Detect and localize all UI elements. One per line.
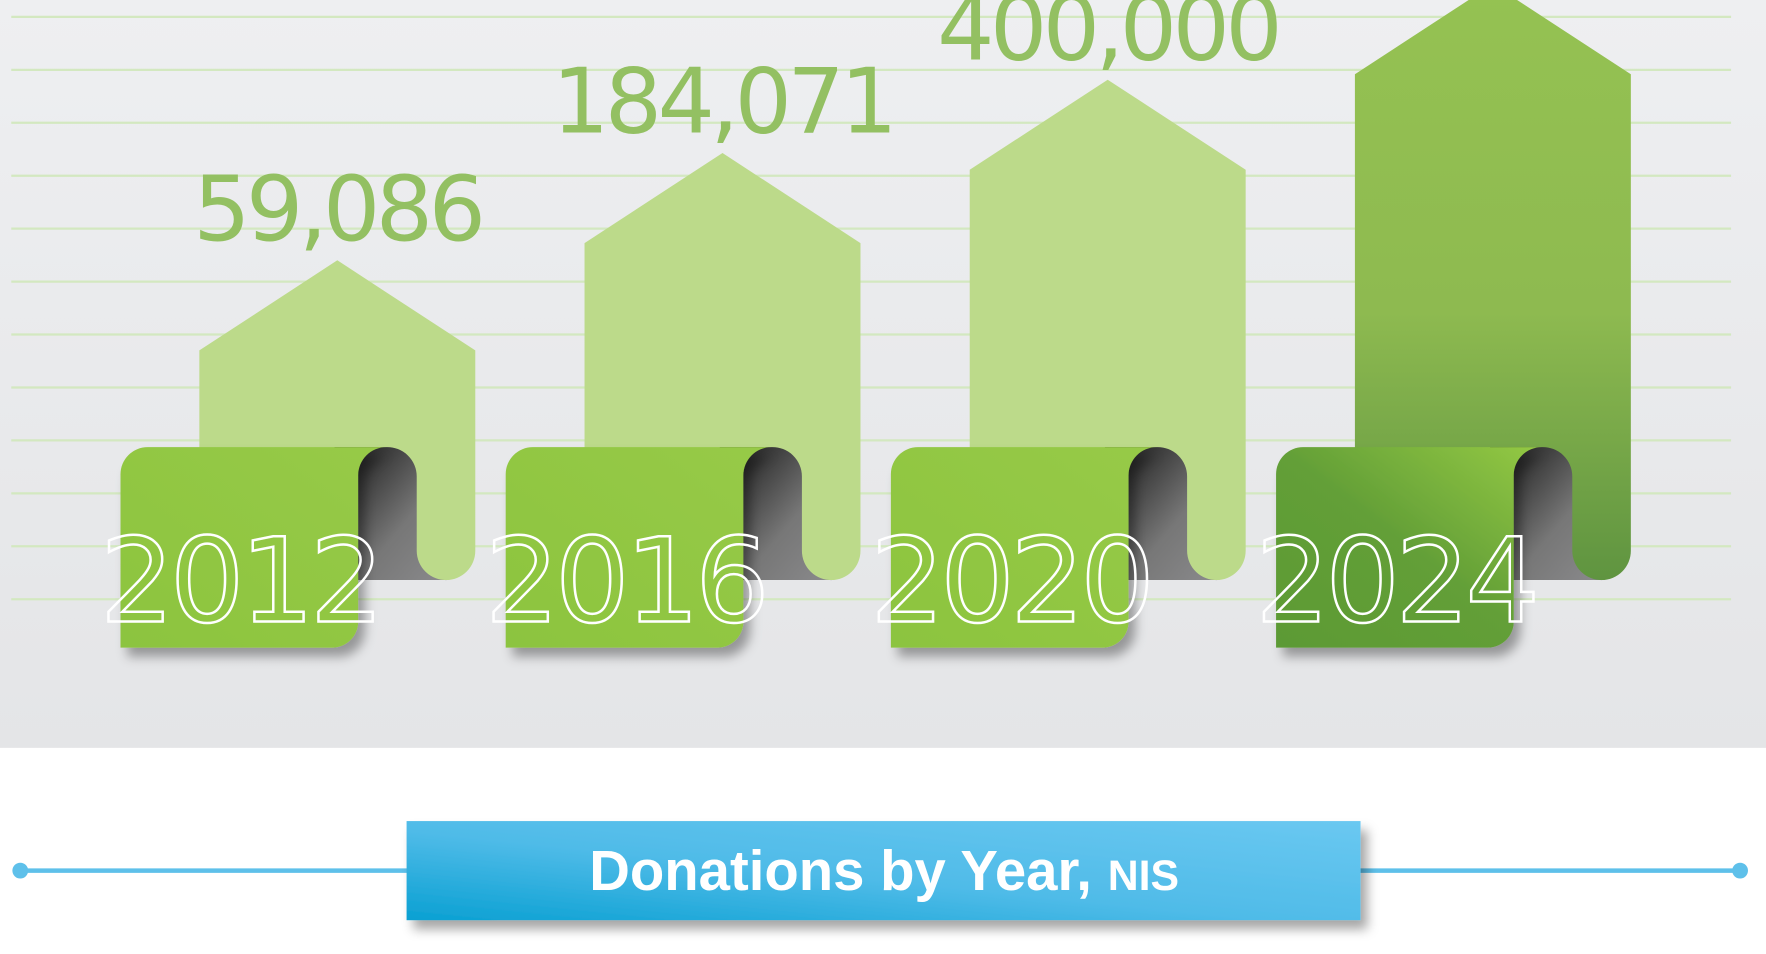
- x-tick-label: 2024: [1255, 513, 1535, 650]
- title-band: [406, 821, 1361, 921]
- ribbon-curl: [1104, 447, 1218, 581]
- ribbon: [505, 447, 772, 648]
- bar: [1354, 0, 1631, 581]
- x-tick-label: 2016: [485, 513, 765, 650]
- plot-area: 59,086 2012 184,071 2016 400,000 2020 2024: [99, 0, 1631, 651]
- value-label: 59,086: [193, 157, 481, 262]
- chart-title: Donations by Year,: [589, 839, 1092, 902]
- rule-dot: [1732, 862, 1748, 879]
- ribbon-curl: [334, 447, 448, 581]
- x-tick-label: 2020: [870, 513, 1150, 650]
- rule-dot: [12, 862, 29, 879]
- title-group: Donations by Year, NIS: [589, 839, 1179, 902]
- ribbon: [1276, 447, 1542, 648]
- ribbon: [120, 447, 387, 648]
- ribbon-curl: [719, 447, 833, 581]
- ribbon: [890, 447, 1157, 648]
- unit-label: NIS: [1108, 852, 1179, 900]
- ribbon-curl: [1490, 447, 1603, 581]
- value-label: 184,071: [552, 50, 893, 155]
- value-label: 400,000: [937, 0, 1278, 81]
- x-tick-label: 2012: [100, 513, 380, 650]
